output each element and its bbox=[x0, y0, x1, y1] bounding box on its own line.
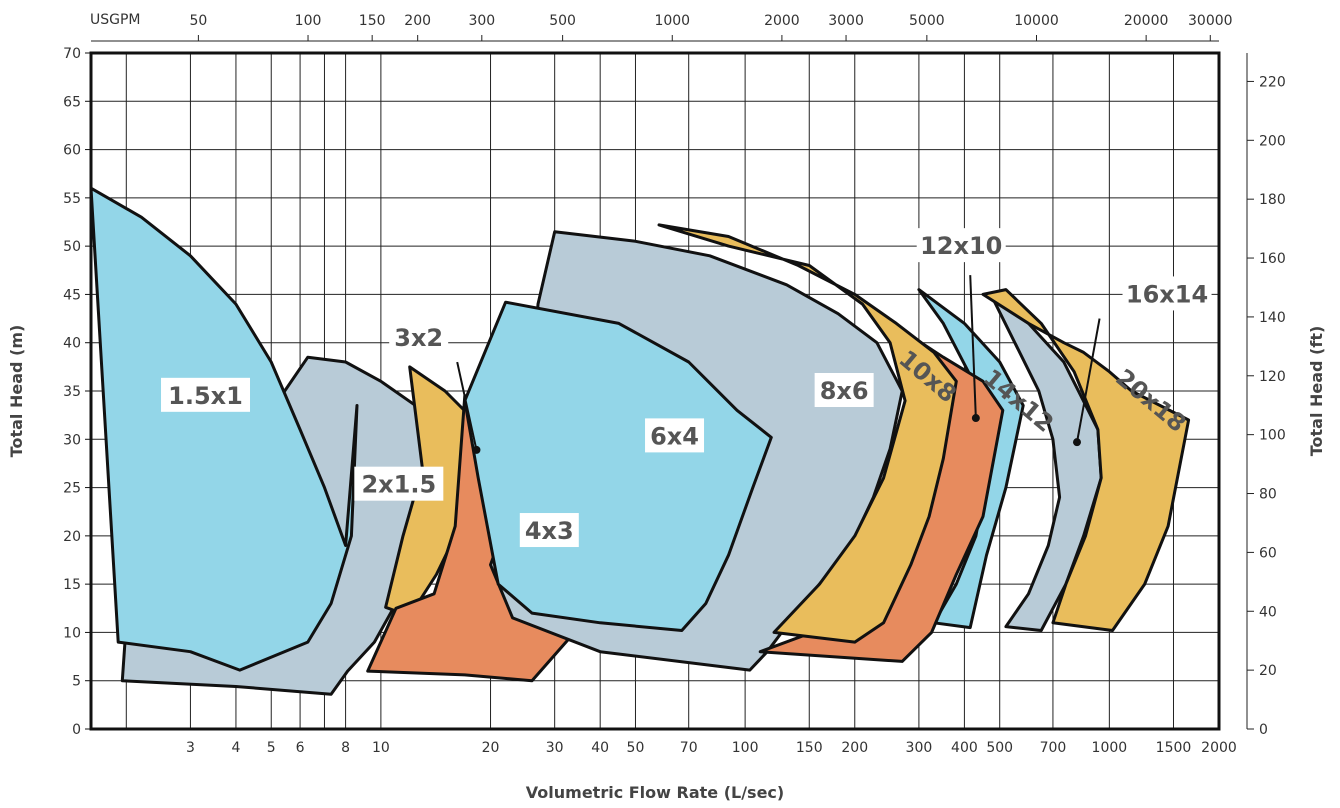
x-tick-label: 6 bbox=[296, 740, 305, 756]
x-tick-label: 40 bbox=[591, 740, 609, 756]
x-tick-label: 100 bbox=[732, 740, 759, 756]
top-tick-label: 500 bbox=[549, 13, 576, 29]
leader-line bbox=[1076, 318, 1101, 443]
region-1.5x1 bbox=[89, 186, 359, 672]
top-tick-label: 20000 bbox=[1124, 13, 1169, 29]
y-tick-label: 10 bbox=[63, 625, 81, 641]
y-tick-label: 65 bbox=[63, 94, 81, 110]
x-axis-ticks: 3 4 5 6 8 10 20 30 40 50 70 100 150 200 300 400 500 700 10… bbox=[186, 740, 1237, 756]
right-tick-label: 0 bbox=[1259, 722, 1268, 738]
leader-line bbox=[969, 275, 977, 419]
x-tick-label: 700 bbox=[1040, 740, 1067, 756]
top-axis-ticks: 50 100 150 200 300 500 1000 2000 3000 5000 10000 20… bbox=[91, 13, 1233, 42]
y-tick-label: 30 bbox=[63, 432, 81, 448]
pump-regions bbox=[89, 186, 1191, 696]
right-tick-label: 60 bbox=[1259, 545, 1277, 561]
right-tick-label: 120 bbox=[1259, 369, 1286, 385]
y-tick-label: 15 bbox=[63, 577, 81, 593]
leader-dot bbox=[971, 414, 980, 423]
region-label: 4x3 bbox=[525, 517, 574, 545]
x-tick-label: 8 bbox=[341, 740, 350, 756]
region-label: 2x1.5 bbox=[361, 471, 436, 499]
region-label: 1.5x1 bbox=[168, 382, 243, 410]
x-tick-label: 300 bbox=[906, 740, 933, 756]
right-tick-label: 100 bbox=[1259, 428, 1286, 444]
leader-line bbox=[456, 361, 478, 451]
x-tick-label: 30 bbox=[546, 740, 564, 756]
x-tick-label: 2000 bbox=[1201, 740, 1237, 756]
x-tick-label: 1500 bbox=[1156, 740, 1192, 756]
y-tick-label: 20 bbox=[63, 529, 81, 545]
y-tick-label: 70 bbox=[63, 46, 81, 62]
right-axis-ticks: 0 20 40 60 80 100 120 140 160 180 200 220 bbox=[1246, 53, 1286, 738]
x-tick-label: 20 bbox=[482, 740, 500, 756]
leader-dot bbox=[1072, 438, 1081, 447]
right-tick-label: 200 bbox=[1259, 133, 1286, 149]
top-tick-label: 200 bbox=[404, 13, 431, 29]
top-tick-label: 5000 bbox=[909, 13, 945, 29]
x-tick-label: 1000 bbox=[1092, 740, 1128, 756]
top-tick-label: 2000 bbox=[764, 13, 800, 29]
region-label-bg bbox=[645, 418, 705, 453]
region-label-bg bbox=[161, 377, 251, 412]
right-tick-label: 220 bbox=[1259, 74, 1286, 90]
region-16x14 bbox=[991, 297, 1103, 632]
top-tick-label: 10000 bbox=[1014, 13, 1059, 29]
x-tick-label: 10 bbox=[372, 740, 390, 756]
region-label: 16x14 bbox=[1126, 280, 1208, 308]
region-6x4 bbox=[463, 300, 773, 632]
x-tick-label: 400 bbox=[951, 740, 978, 756]
x-tick-label: 4 bbox=[231, 740, 240, 756]
y-tick-label: 35 bbox=[63, 384, 81, 400]
right-tick-label: 160 bbox=[1259, 251, 1286, 267]
region-10x8 bbox=[657, 223, 958, 644]
x-tick-label: 500 bbox=[986, 740, 1013, 756]
region-label: 6x4 bbox=[650, 422, 699, 450]
region-label-bg bbox=[389, 319, 449, 354]
x-tick-label: 50 bbox=[627, 740, 645, 756]
y-tick-label: 25 bbox=[63, 481, 81, 497]
top-tick-label: 30000 bbox=[1188, 13, 1233, 29]
x-axis-title: Volumetric Flow Rate (L/sec) bbox=[526, 783, 784, 802]
right-tick-label: 80 bbox=[1259, 487, 1277, 503]
top-tick-label: 3000 bbox=[828, 13, 864, 29]
top-axis-unit-label: USGPM bbox=[90, 12, 141, 28]
region-label: 12x10 bbox=[920, 232, 1002, 260]
y-axis-title: Total Head (m) bbox=[7, 325, 26, 458]
top-tick-label: 1000 bbox=[654, 13, 690, 29]
top-tick-label: 100 bbox=[295, 13, 322, 29]
y-tick-label: 0 bbox=[72, 722, 81, 738]
top-tick-label: 300 bbox=[468, 13, 495, 29]
region-label-bg bbox=[814, 373, 874, 407]
y-axis-ticks: 0 5 10 15 20 25 30 35 40 45 50 55 60 65 70 bbox=[63, 46, 91, 738]
y-tick-label: 50 bbox=[63, 239, 81, 255]
region-labels: 2x1.51.5x13x24x38x66x416x1420x1814x1212x… bbox=[161, 228, 1212, 548]
right-axis-title: Total Head (ft) bbox=[1307, 326, 1326, 457]
y-tick-label: 40 bbox=[63, 336, 81, 352]
region-label-bg bbox=[916, 228, 1006, 263]
x-tick-label: 5 bbox=[267, 740, 276, 756]
top-tick-label: 150 bbox=[359, 13, 386, 29]
region-20x18 bbox=[981, 288, 1191, 632]
right-tick-label: 20 bbox=[1259, 663, 1277, 679]
y-tick-label: 60 bbox=[63, 143, 81, 159]
x-tick-label: 200 bbox=[841, 740, 868, 756]
top-tick-label: 50 bbox=[189, 13, 207, 29]
x-tick-label: 70 bbox=[680, 740, 698, 756]
region-label-bg bbox=[519, 513, 579, 548]
y-tick-label: 45 bbox=[63, 287, 81, 303]
region-label: 3x2 bbox=[394, 324, 443, 352]
x-tick-label: 150 bbox=[796, 740, 823, 756]
y-tick-label: 55 bbox=[63, 191, 81, 207]
region-label-bg bbox=[354, 466, 444, 501]
region-label: 8x6 bbox=[820, 377, 869, 405]
x-tick-label: 3 bbox=[186, 740, 195, 756]
region-label-bg bbox=[1122, 276, 1212, 311]
right-tick-label: 140 bbox=[1259, 310, 1286, 326]
leader-dot bbox=[472, 445, 481, 454]
right-tick-label: 40 bbox=[1259, 604, 1277, 620]
y-tick-label: 5 bbox=[72, 674, 81, 690]
right-tick-label: 180 bbox=[1259, 192, 1286, 208]
